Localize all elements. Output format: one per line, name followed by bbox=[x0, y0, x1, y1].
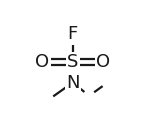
Text: N: N bbox=[66, 74, 80, 92]
Text: O: O bbox=[35, 53, 49, 71]
Text: F: F bbox=[68, 25, 78, 43]
Text: S: S bbox=[67, 53, 79, 71]
Text: O: O bbox=[96, 53, 111, 71]
